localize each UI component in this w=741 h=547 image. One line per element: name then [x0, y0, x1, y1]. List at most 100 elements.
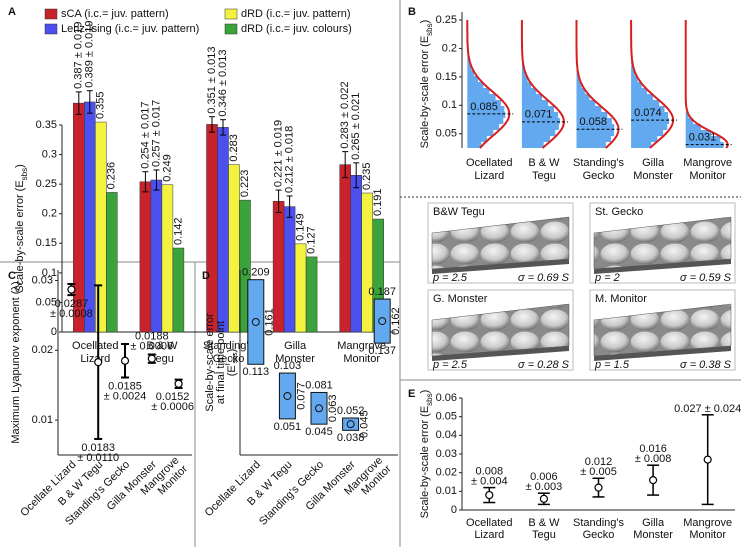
- mean-point: [283, 391, 292, 400]
- x-tick-label-line: Lizard: [474, 529, 504, 541]
- histogram-bin: [631, 94, 653, 100]
- x-tick-label-line: Tegu: [532, 529, 556, 541]
- legend-label: sCA (i.c.= juv. pattern): [61, 8, 169, 20]
- histogram-bin: [631, 64, 634, 70]
- histogram-bin: [631, 136, 658, 142]
- histogram: [467, 52, 506, 148]
- mean-label: 0.045: [359, 410, 371, 438]
- value-label: 0.012: [585, 456, 613, 468]
- mean-label: 0.085: [470, 101, 498, 113]
- x-tick-label: Standing's Gecko: [203, 340, 255, 365]
- y-tick-label: 0: [451, 504, 457, 516]
- histogram-bin: [467, 106, 505, 112]
- histogram-bin: [631, 76, 638, 82]
- legend-label: dRD (i.c.= juv. colours): [241, 23, 352, 35]
- histogram-bin: [576, 88, 585, 94]
- histogram-bin: [631, 70, 635, 76]
- value-label: 0.016: [639, 443, 667, 455]
- x-tick-label-line: Monster: [633, 529, 673, 541]
- value-label: 0.0183: [81, 442, 115, 454]
- histogram-bin: [576, 124, 615, 130]
- bar: [305, 256, 318, 333]
- legend-label: Lenz-Ising (i.c.= juv. pattern): [61, 23, 199, 35]
- x-tick-label-line: Gilla: [642, 157, 665, 169]
- y-tick-label: 0.15: [436, 71, 457, 83]
- range-box: [310, 391, 328, 425]
- upper-label: 0.052: [337, 405, 365, 417]
- x-tick-label-line: B & W: [146, 340, 178, 352]
- legend-swatch: [44, 8, 58, 20]
- render-title: B&W Tegu: [433, 206, 485, 218]
- range-box: [342, 417, 360, 431]
- panel-label: C: [8, 270, 16, 282]
- bar: [95, 121, 107, 333]
- x-tick-label-line: Monitor: [343, 353, 380, 365]
- x-tick-label-line: Mangrove: [683, 517, 732, 529]
- y-axis-label-part: sbs: [425, 23, 434, 35]
- histogram-bin: [576, 136, 611, 142]
- histogram-bin: [576, 130, 614, 136]
- mean-label: 0.162: [390, 307, 402, 335]
- x-tick-label-line: Gilla: [642, 517, 665, 529]
- point: [539, 494, 549, 503]
- histogram-bin: [631, 82, 642, 88]
- error-label: ± 0.0110: [77, 452, 119, 464]
- bar: [361, 192, 373, 333]
- value-label: 0.0287: [55, 298, 89, 310]
- histogram-bin: [521, 112, 559, 118]
- histogram-bin: [521, 88, 537, 94]
- mean-label: 0.074: [634, 107, 662, 119]
- histogram-bin: [467, 112, 506, 118]
- histogram-bin: [467, 100, 501, 106]
- y-tick-label: 0.1: [442, 99, 457, 111]
- y-tick-label: 0.01: [436, 485, 457, 497]
- y-tick-label: 0.04: [436, 429, 457, 441]
- x-tick-label-line: Ocellated: [72, 340, 118, 352]
- x-tick-label: Ocellated Lizard: [466, 517, 512, 541]
- y-axis-label: Scale-by-scale error: [204, 313, 216, 412]
- x-tick-label-line: Monster: [633, 170, 673, 182]
- range-box: [278, 372, 296, 420]
- point: [703, 455, 712, 464]
- histogram-bin: [685, 112, 689, 118]
- fit-curve: [466, 20, 511, 149]
- histogram-bin: [467, 118, 504, 124]
- x-tick-label-line: Tegu: [532, 170, 556, 182]
- y-axis-label-part: ): [14, 164, 26, 168]
- x-tick-label-line: Gilla: [284, 340, 307, 352]
- x-tick-label-line: Standing's: [203, 340, 255, 352]
- x-tick-label: Gilla Monster: [633, 157, 673, 182]
- y-axis-label: Scale-by-scale error (Esbs): [14, 164, 29, 293]
- upper-label: 0.187: [368, 286, 396, 298]
- panel-label: A: [8, 6, 16, 18]
- histogram-bin: [467, 64, 472, 70]
- y-axis-label-part: Maximum Lyapunov exponent (λ): [10, 281, 22, 443]
- value-label: 0.249: [161, 154, 173, 182]
- render-sigma: σ = 0.59 S: [680, 272, 732, 284]
- histogram-bin: [467, 136, 488, 142]
- error-label: ± 0.0008: [50, 308, 93, 320]
- histogram-bin: [521, 64, 524, 70]
- histogram-bin: [685, 124, 701, 130]
- y-axis-label: (Efsbs): [225, 349, 239, 377]
- range-box: [247, 279, 265, 365]
- value-label: 0.149: [295, 213, 307, 241]
- error-label: ± 0.0006: [130, 340, 173, 352]
- mean-label: 0.058: [580, 116, 608, 128]
- y-tick-label: 0.05: [436, 411, 457, 423]
- x-tick-label: Gilla Monster: [275, 340, 315, 365]
- histogram-bin: [467, 58, 470, 64]
- render-sigma: σ = 0.69 S: [518, 272, 570, 284]
- histogram-bin: [631, 118, 670, 124]
- bar: [228, 164, 240, 333]
- render-p: p = 2.5: [432, 359, 468, 371]
- fit-curve: [684, 20, 729, 149]
- histogram-bin: [685, 136, 721, 142]
- histogram-bin: [521, 124, 559, 130]
- render-p: p = 1.5: [594, 359, 630, 371]
- render-edge: [432, 259, 569, 274]
- value-label: 0.236: [106, 162, 118, 190]
- error-label: ± 0.0024: [104, 390, 147, 402]
- histogram-bin: [576, 82, 582, 88]
